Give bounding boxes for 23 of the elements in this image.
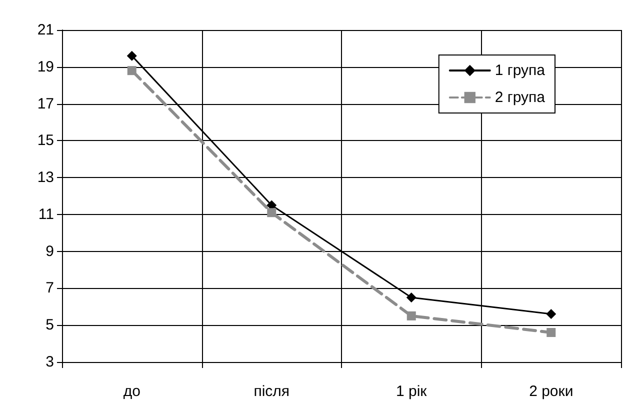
point [546,328,556,337]
y-tick-label: 15 [37,132,54,150]
point [406,292,416,302]
y-tick-label: 9 [46,242,54,260]
legend-label: 2 група [494,89,546,106]
y-tick-label: 19 [37,58,54,76]
x-tick-label: до [123,383,140,400]
y-tick-label: 5 [46,316,54,334]
x-tick-label: 1 рік [396,383,428,400]
y-tick-label: 13 [37,169,54,186]
y-tick-label: 17 [37,95,54,112]
y-tick-label: 7 [46,280,54,297]
y-tick-label: 3 [46,354,54,370]
y-tick-label: 21 [37,22,54,38]
legend-label: 1 група [494,62,546,79]
point [546,309,556,320]
x-tick-label: 2 роки [529,383,574,400]
point [406,311,416,320]
y-tick-label: 11 [38,206,54,223]
point [267,208,276,218]
point [126,50,137,61]
x-tick-label: після [254,383,290,400]
point [127,66,136,76]
